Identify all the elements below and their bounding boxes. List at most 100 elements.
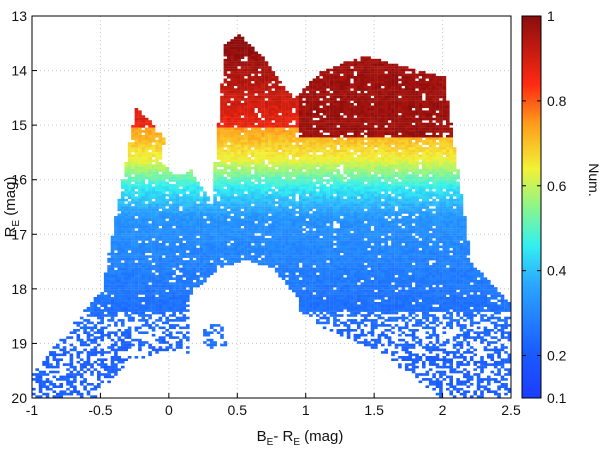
density-cell [103,351,108,354]
density-cell [312,181,317,185]
density-cell [288,257,293,261]
density-cell [121,201,125,204]
density-cell [298,115,303,118]
density-cell [151,265,156,268]
density-cell [155,206,159,209]
density-cell [175,181,180,185]
density-cell [271,132,276,136]
density-cell [223,44,228,47]
density-cell [114,238,118,241]
density-cell [305,93,310,96]
density-cell [247,108,252,111]
density-cell [322,171,327,175]
density-cell [285,206,289,209]
density-cell [86,363,91,366]
density-cell [237,201,241,204]
density-cell [322,110,327,113]
density-cell [309,127,313,131]
density-cell [127,294,132,298]
density-cell [158,287,163,290]
density-cell [247,218,252,222]
density-cell [144,189,149,192]
density-cell [316,262,320,266]
density-cell [155,139,159,143]
density-cell [199,252,204,256]
density-cell [138,311,142,315]
density-cell [326,302,330,305]
density-cell [285,154,289,158]
density-cell [285,262,289,266]
density-cell [175,218,180,222]
density-cell [220,174,224,177]
density-cell [251,201,255,204]
density-cell [110,356,115,359]
density-cell [309,297,313,300]
density-cell [144,144,149,148]
density-cell [148,270,152,273]
density-cell [309,299,313,303]
density-cell [233,46,238,50]
density-cell [134,108,139,111]
density-cell [144,206,149,209]
density-cell [292,255,296,258]
density-cell [223,51,228,55]
density-cell [131,284,135,288]
density-cell [223,230,228,234]
density-cell [144,257,149,261]
density-cell [281,95,286,99]
density-cell [305,166,310,170]
density-cell [312,137,317,140]
density-cell [220,191,224,194]
density-cell [216,169,221,172]
density-cell [141,225,146,229]
density-cell [271,105,276,109]
density-cell [285,100,289,104]
density-cell [165,228,169,231]
density-cell [264,174,269,177]
density-cell [69,356,74,359]
density-cell [268,189,272,192]
density-cell [326,211,330,214]
density-cell [213,162,217,165]
density-cell [134,218,139,222]
density-cell [124,245,128,249]
density-cell [209,326,214,330]
density-cell [261,240,265,244]
density-cell [220,157,224,160]
density-cell [254,78,258,82]
density-cell [182,203,187,207]
density-cell [305,211,310,214]
density-cell [182,193,187,197]
density-cell [264,120,269,123]
density-cell [261,144,265,148]
density-cell [254,147,258,150]
density-cell [319,83,323,86]
density-cell [192,193,197,197]
density-cell [138,319,142,322]
density-cell [79,373,84,376]
density-cell [274,235,279,239]
density-cell [83,348,87,352]
density-cell [295,238,300,241]
density-cell [244,88,248,91]
density-cell [233,243,238,246]
density-cell [121,223,125,226]
density-cell [114,272,118,276]
density-cell [199,186,204,190]
density-cell [254,90,258,94]
density-cell [268,132,272,136]
density-cell [162,267,166,271]
density-cell [162,213,166,217]
density-cell [172,289,176,293]
density-cell [144,174,149,177]
density-cell [165,341,169,344]
density-cell [305,120,310,123]
density-cell [254,159,258,163]
density-cell [110,243,115,246]
density-cell [271,142,276,145]
density-cell [316,282,320,285]
density-cell [319,149,323,153]
density-cell [319,243,323,246]
density-cell [168,186,173,190]
density-cell [151,130,156,133]
